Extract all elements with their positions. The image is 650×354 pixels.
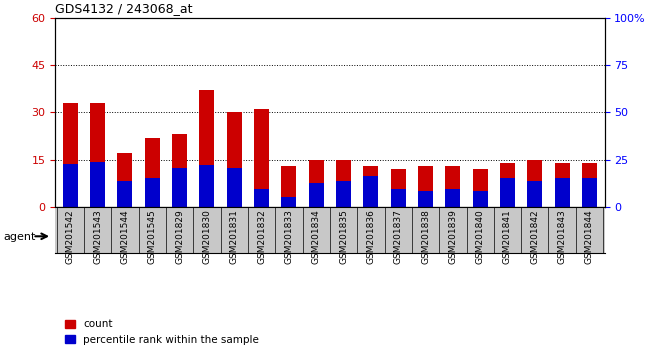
- Bar: [500, 178, 515, 207]
- Legend: count, percentile rank within the sample: count, percentile rank within the sample: [60, 315, 263, 349]
- Text: agent: agent: [3, 232, 36, 242]
- Bar: [227, 113, 242, 207]
- Bar: [445, 166, 460, 207]
- Text: pretreatment: pretreatment: [156, 230, 231, 240]
- Bar: [554, 178, 569, 207]
- Bar: [200, 90, 214, 207]
- Bar: [309, 183, 324, 207]
- Bar: [309, 160, 324, 207]
- Text: GSM201545: GSM201545: [148, 210, 157, 264]
- Text: GSM201835: GSM201835: [339, 210, 348, 264]
- Text: GSM201837: GSM201837: [394, 210, 403, 264]
- Text: GDS4132 / 243068_at: GDS4132 / 243068_at: [55, 2, 193, 15]
- Bar: [200, 165, 214, 207]
- Bar: [554, 163, 569, 207]
- Text: pioglitazone: pioglitazone: [432, 230, 500, 240]
- Bar: [418, 191, 433, 207]
- Text: GSM201843: GSM201843: [558, 210, 567, 264]
- Bar: [281, 166, 296, 207]
- Text: GSM201833: GSM201833: [285, 210, 293, 264]
- Bar: [281, 197, 296, 207]
- Text: GSM201544: GSM201544: [120, 210, 129, 264]
- Bar: [58, 219, 328, 251]
- Bar: [172, 135, 187, 207]
- Text: GSM201834: GSM201834: [312, 210, 320, 264]
- Bar: [172, 168, 187, 207]
- Bar: [63, 103, 78, 207]
- Bar: [473, 191, 488, 207]
- Bar: [391, 169, 406, 207]
- Text: GSM201543: GSM201543: [93, 210, 102, 264]
- Bar: [118, 181, 133, 207]
- Bar: [363, 176, 378, 207]
- Bar: [63, 165, 78, 207]
- Bar: [582, 163, 597, 207]
- Bar: [445, 189, 460, 207]
- Text: GSM201836: GSM201836: [367, 210, 375, 264]
- Text: GSM201832: GSM201832: [257, 210, 266, 264]
- Bar: [118, 153, 133, 207]
- Bar: [336, 160, 351, 207]
- Text: GSM201838: GSM201838: [421, 210, 430, 264]
- Text: GSM201830: GSM201830: [202, 210, 211, 264]
- Bar: [145, 138, 160, 207]
- Text: GSM201840: GSM201840: [476, 210, 485, 264]
- Bar: [418, 166, 433, 207]
- Text: GSM201841: GSM201841: [503, 210, 512, 264]
- Bar: [363, 166, 378, 207]
- Bar: [336, 181, 351, 207]
- Bar: [500, 163, 515, 207]
- Text: GSM201829: GSM201829: [175, 210, 184, 264]
- Bar: [90, 162, 105, 207]
- Bar: [90, 103, 105, 207]
- Bar: [332, 219, 602, 251]
- Text: GSM201542: GSM201542: [66, 210, 75, 264]
- Bar: [527, 181, 542, 207]
- Text: GSM201842: GSM201842: [530, 210, 540, 264]
- Text: GSM201839: GSM201839: [448, 210, 458, 264]
- Text: GSM201831: GSM201831: [229, 210, 239, 264]
- Bar: [582, 178, 597, 207]
- Bar: [145, 178, 160, 207]
- Bar: [254, 189, 269, 207]
- Bar: [227, 168, 242, 207]
- Bar: [391, 189, 406, 207]
- Bar: [473, 169, 488, 207]
- Text: GSM201844: GSM201844: [585, 210, 594, 264]
- Bar: [527, 160, 542, 207]
- Bar: [254, 109, 269, 207]
